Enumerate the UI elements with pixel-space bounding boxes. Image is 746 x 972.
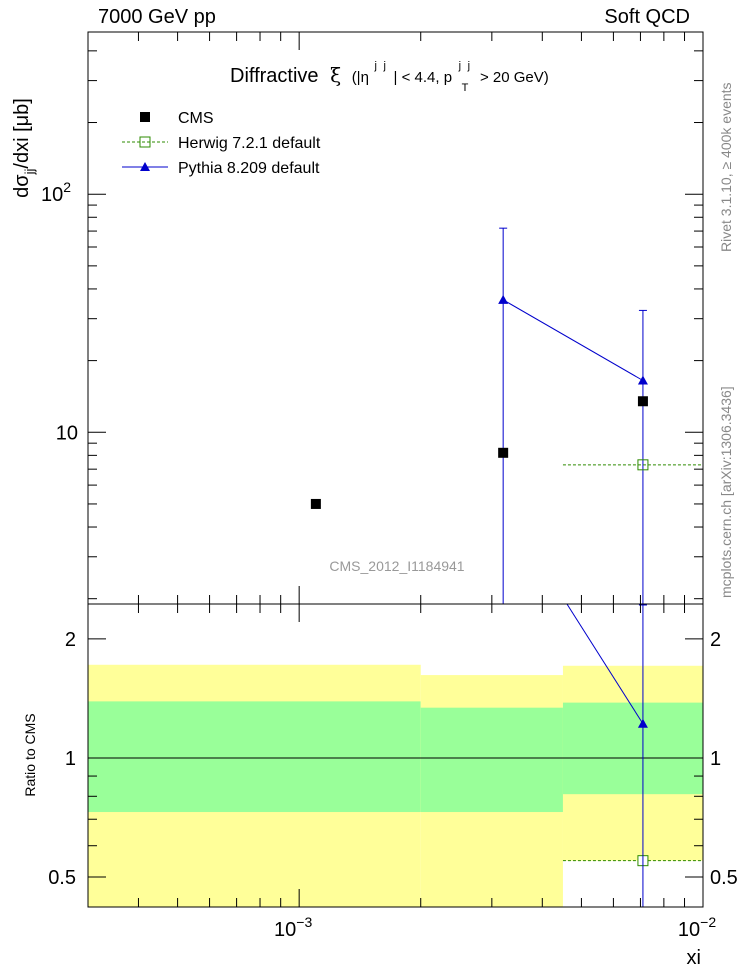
beam-label: 7000 GeV pp (98, 6, 216, 28)
main-series (310, 227, 703, 604)
title-eta: (|η (352, 69, 369, 86)
x-tick-label-0: 10−3 (274, 914, 312, 941)
x-axis-label: xi (687, 947, 701, 969)
ratio-y-axis-label: Ratio to CMS (22, 713, 38, 796)
legend-cms-label: CMS (178, 110, 214, 127)
ratio-x-tick-labels: 10−3 10−2 (274, 914, 716, 941)
band-inner-1 (420, 707, 563, 813)
ratio-series (562, 603, 703, 907)
title-xi: ξ (330, 63, 341, 87)
title-part-e: > 20 GeV) (480, 69, 549, 86)
ratio-y-tick-label-right-1: 1 (710, 748, 721, 770)
main-y-tick-labels: 10 102 (41, 179, 78, 444)
ratio-pythia-line (566, 603, 644, 725)
legend-herwig-label: Herwig 7.2.1 default (178, 135, 321, 152)
cms-point-0 (310, 498, 321, 509)
ratio-y-ticks (88, 638, 703, 878)
ratio-y-tick-label-left-0: 0.5 (48, 867, 76, 889)
cms-point-1 (498, 447, 509, 458)
band-inner-2 (562, 702, 703, 795)
ratio-y-tick-label-left-1: 1 (65, 748, 76, 770)
legend-pythia-marker (140, 162, 150, 171)
analysis-id: CMS_2012_I1184941 (329, 558, 464, 574)
ratio-frame (87, 603, 704, 908)
ratio-y-tick-label-left-2: 2 (65, 629, 76, 651)
pythia-point-0 (498, 294, 509, 304)
title-part-a: Diffractive (230, 65, 319, 87)
pythia-point-1 (637, 375, 648, 385)
main-y-tick-label-0: 10 (56, 422, 78, 444)
ratio-y-tick-label-right-0: 0.5 (710, 867, 738, 889)
herwig-point-0 (637, 459, 649, 471)
title-eta-sup: j (373, 60, 376, 72)
cms-point-2 (637, 396, 648, 407)
legend-cms-marker (140, 112, 150, 122)
title-eta-sup-sep: j (383, 60, 386, 72)
x-tick-label-1: 10−2 (678, 914, 716, 941)
title-pt-sup2: j (467, 60, 470, 72)
main-x-minor-ticks (87, 32, 704, 604)
legend-herwig-marker (139, 136, 151, 148)
ratio-y-tick-labels: 0.5 0.5 1 1 2 2 (48, 629, 738, 889)
pythia-line (502, 299, 644, 381)
main-y-ticks (88, 50, 703, 600)
title-pt-sup: j (458, 60, 461, 72)
main-y-axis-label: dσjj/dxi [μb] (11, 98, 37, 198)
ratio-y-tick-label-right-2: 2 (710, 629, 721, 651)
main-y-tick-label-1: 102 (41, 179, 71, 206)
title-part-d: | < 4.4, p (394, 69, 453, 86)
ratio-x-ticks (87, 604, 704, 907)
chart-title: Diffractive ξ (|η j j | < 4.4, p j j T >… (230, 52, 549, 96)
ratio-uncertainty-bands (88, 664, 703, 907)
band-inner-0 (88, 701, 421, 813)
legend-pythia-label: Pythia 8.209 default (178, 160, 320, 177)
ratio-pythia-point (637, 718, 648, 728)
process-label: Soft QCD (604, 6, 690, 28)
legend: CMS Herwig 7.2.1 default Pythia 8.209 de… (122, 110, 321, 177)
title-pt-sub: T (462, 82, 469, 94)
